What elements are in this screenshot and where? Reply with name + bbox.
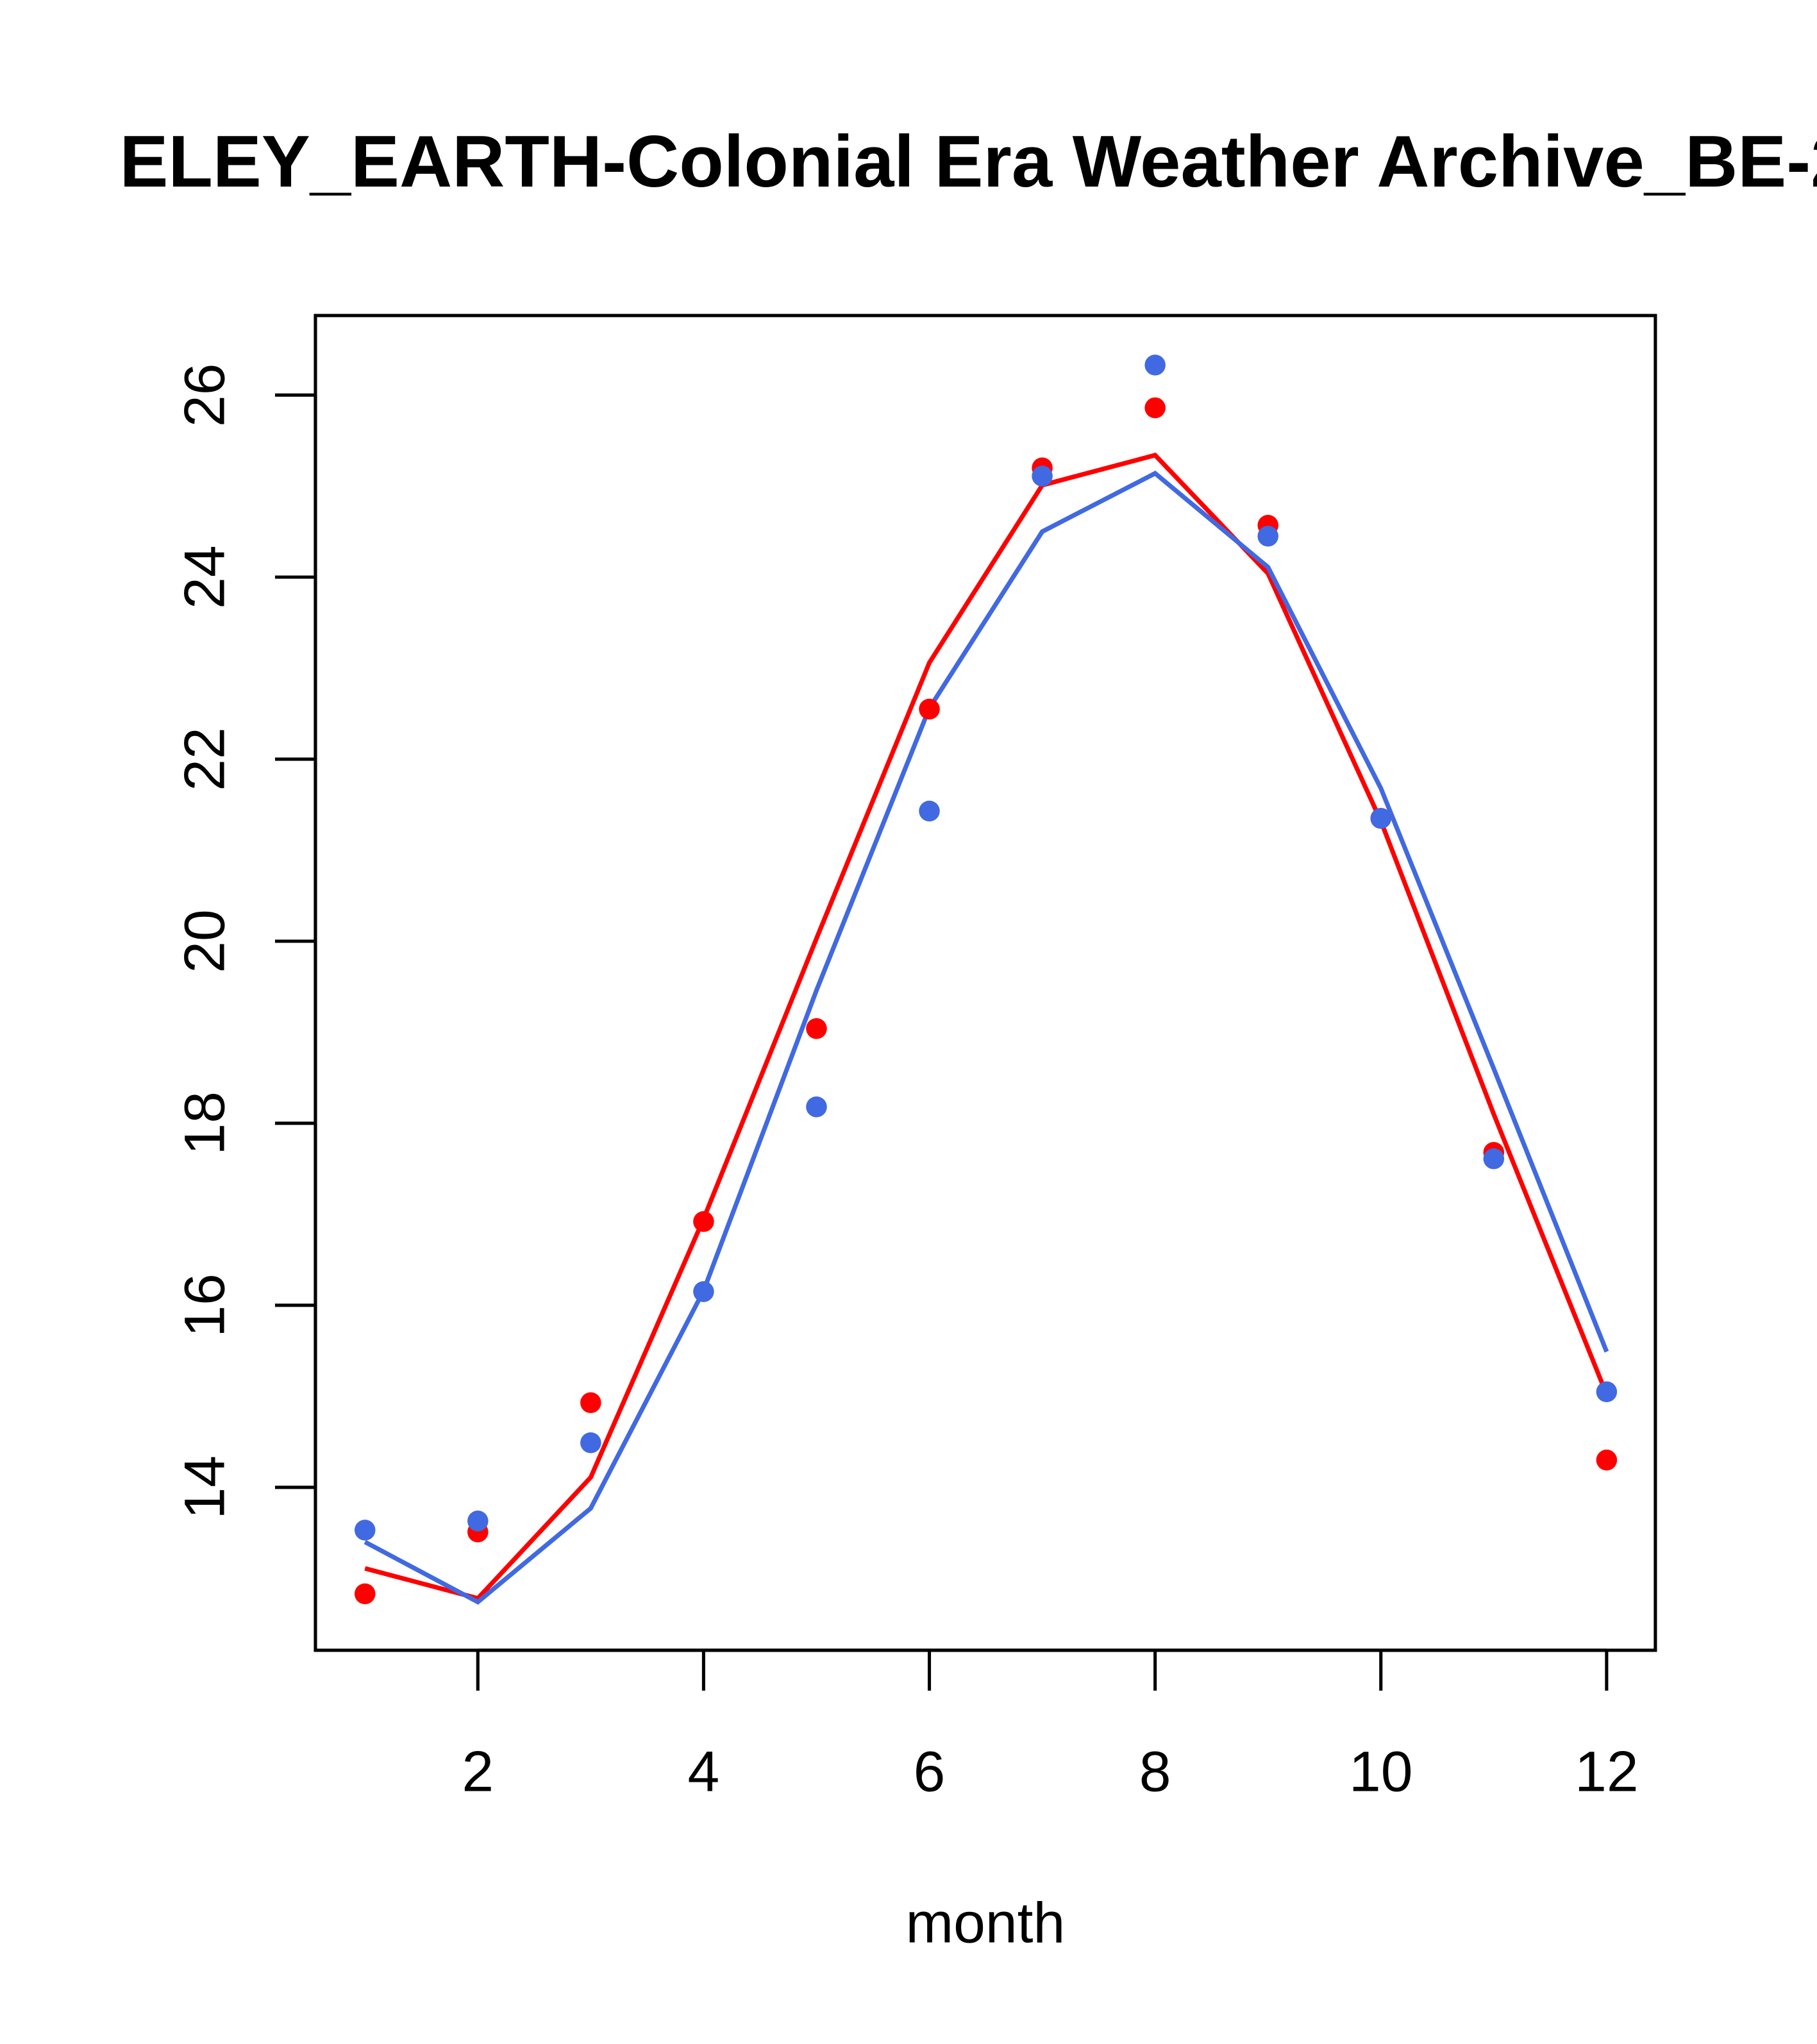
blue-line-series [364,471,1609,1605]
x-axis-label: month [906,1890,1066,1954]
blue-point-point [1032,465,1053,487]
blue-point-point [919,800,940,822]
chart-title: ELEY_EARTH-Colonial Era Weather Archive_… [119,121,1817,203]
x-tick-label: 8 [1139,1739,1171,1803]
y-tick-label: 18 [172,1091,237,1155]
red-point-point [1596,1449,1618,1471]
x-axis: 2 4 6 8 10 12 [462,1648,1639,1803]
x-tick-label: 2 [462,1739,494,1803]
x-tick-label: 10 [1349,1739,1412,1803]
blue-point-point [693,1281,714,1302]
y-tick-label: 26 [172,363,237,426]
red-point-point [1144,397,1166,419]
y-axis: 14 16 18 20 22 24 26 [172,363,317,1520]
blue-point-point [580,1432,601,1453]
red-point-point [354,1583,376,1605]
blue-point-point [354,1520,376,1541]
red-point-point [580,1392,601,1414]
plot-frame [314,314,1657,1652]
x-tick-label: 12 [1575,1739,1638,1803]
y-tick-label: 22 [172,727,237,791]
y-tick-label: 20 [172,909,237,973]
red-point-point [693,1210,714,1232]
plot-area [354,355,1618,1605]
y-tick-label: 24 [172,545,237,608]
blue-point-point [1144,355,1166,376]
blue-point-point [1257,525,1278,547]
red-line-series [364,452,1609,1601]
red-point-point [919,698,940,720]
blue-point-point [1483,1148,1505,1169]
blue-point-point [1596,1381,1618,1402]
blue-point-point [467,1511,489,1532]
y-tick-label: 14 [172,1455,237,1519]
y-tick-label: 16 [172,1273,237,1337]
x-tick-label: 6 [914,1739,946,1803]
red-point-point [806,1018,827,1039]
blue-point-point [806,1096,827,1118]
blue-point-point [1370,808,1392,829]
x-tick-label: 4 [688,1739,720,1803]
